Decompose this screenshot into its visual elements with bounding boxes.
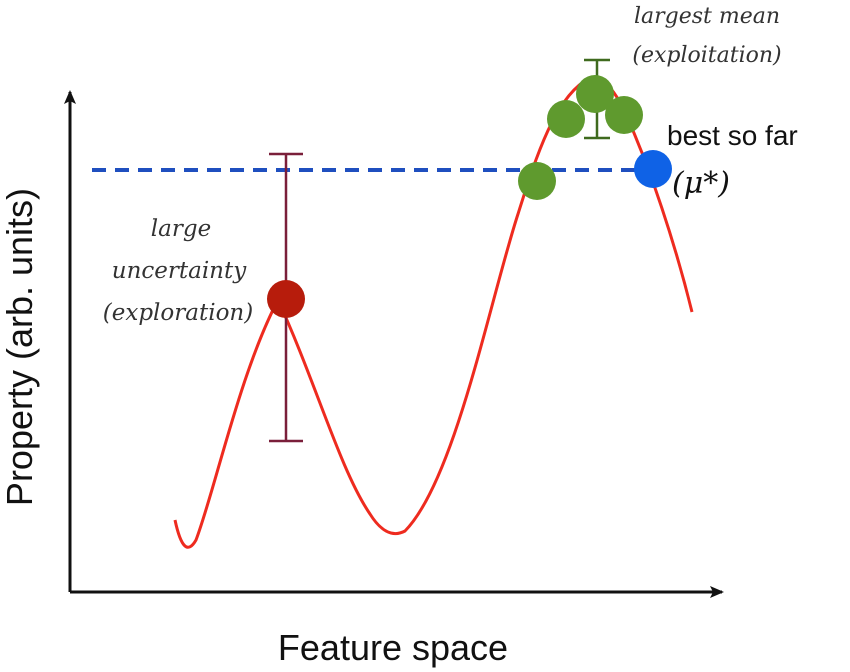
- exploitation-point: [576, 75, 614, 113]
- best-so-far-symbol: (μ*): [672, 166, 730, 201]
- best-so-far-point: [634, 150, 672, 188]
- exploration-point: [267, 280, 305, 318]
- exploitation-point: [547, 100, 585, 138]
- exploration-label-line2: uncertainty: [112, 258, 247, 284]
- best-so-far-label: best so far: [667, 120, 798, 151]
- exploration-label-line1: large: [151, 216, 211, 242]
- exploration-label-line3: (exploration): [103, 300, 253, 326]
- exploitation-label-line2: (exploitation): [632, 43, 781, 68]
- exploitation-label-line1: largest mean: [634, 4, 780, 29]
- y-axis-label: Property (arb. units): [0, 188, 40, 506]
- x-axis-label: Feature space: [278, 627, 508, 668]
- exploitation-point: [518, 162, 556, 200]
- exploitation-point: [605, 96, 643, 134]
